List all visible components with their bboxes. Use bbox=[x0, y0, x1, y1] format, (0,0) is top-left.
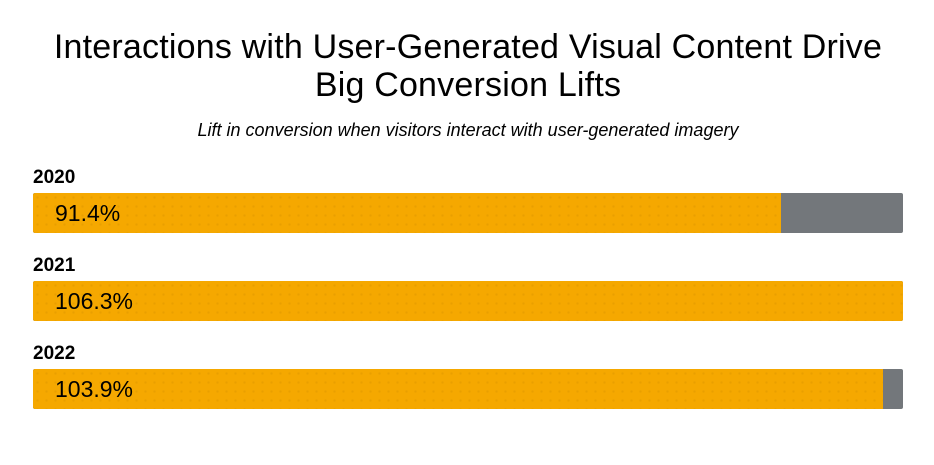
bar-fill: 91.4% bbox=[33, 193, 782, 233]
bar-row: 2020 91.4% bbox=[33, 167, 903, 233]
conversion-lift-chart: Interactions with User-Generated Visual … bbox=[33, 28, 903, 409]
bar-category-label: 2020 bbox=[33, 167, 76, 188]
bar-fill: 106.3% bbox=[33, 281, 903, 321]
bar-fill: 103.9% bbox=[33, 369, 884, 409]
chart-title-line-2: Big Conversion Lifts bbox=[314, 66, 622, 104]
bar-value-label: 106.3% bbox=[55, 287, 134, 314]
bar-track: 106.3% bbox=[33, 281, 903, 321]
bar-track: 91.4% bbox=[33, 193, 903, 233]
chart-title: Interactions with User-Generated Visual … bbox=[33, 28, 903, 104]
bar-category-label: 2021 bbox=[33, 255, 76, 276]
bar-row: 2022 103.9% bbox=[33, 343, 903, 409]
bar-value-label: 91.4% bbox=[55, 199, 121, 226]
chart-title-line-1: Interactions with User-Generated Visual … bbox=[53, 28, 883, 66]
bar-value-label: 103.9% bbox=[55, 375, 134, 402]
bar-track: 103.9% bbox=[33, 369, 903, 409]
bar-category-label: 2022 bbox=[33, 343, 76, 364]
chart-subtitle: Lift in conversion when visitors interac… bbox=[197, 120, 739, 140]
bar-group: 2020 91.4% 2021 106.3% 2022 103.9% bbox=[33, 167, 903, 409]
bar-row: 2021 106.3% bbox=[33, 255, 903, 321]
